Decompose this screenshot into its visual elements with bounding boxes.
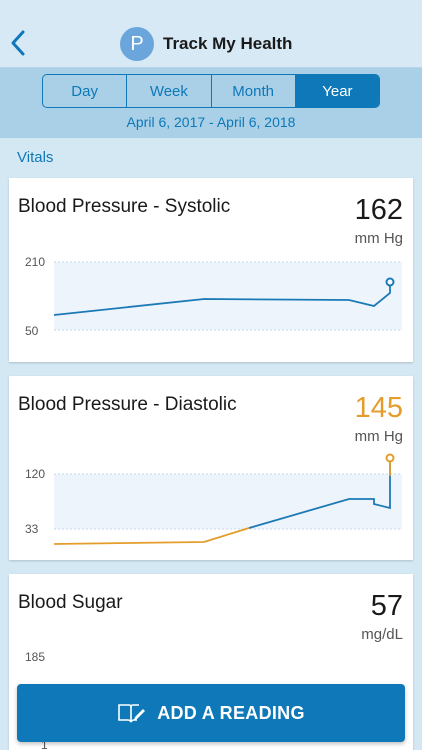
card-unit: mm Hg (354, 230, 403, 247)
range-band (54, 474, 402, 529)
diastolic-chart (53, 453, 402, 545)
card-title: Blood Sugar (18, 592, 123, 613)
tab-month[interactable]: Month (212, 75, 296, 107)
chevron-left-icon (11, 30, 25, 56)
y-max-label: 185 (25, 650, 46, 664)
y-max-label: 120 (25, 467, 46, 481)
tab-year[interactable]: Year (295, 75, 379, 107)
y-min-label: 1 (41, 738, 48, 750)
card-value: 162 (354, 194, 403, 226)
trend-line (53, 282, 391, 316)
range-band (54, 262, 402, 330)
card-value: 57 (370, 590, 403, 622)
latest-point (385, 453, 395, 463)
y-min-label: 33 (25, 522, 39, 536)
period-segmented-control: Day Week Month Year (42, 74, 380, 108)
nav-bar: P Track My Health (0, 0, 422, 68)
section-title: Vitals (17, 149, 54, 166)
card-title: Blood Pressure - Systolic (18, 196, 231, 217)
card-title: Blood Pressure - Diastolic (18, 394, 237, 415)
add-reading-label: ADD A READING (157, 702, 305, 723)
card-unit: mg/dL (361, 626, 403, 643)
trend-line-low (53, 527, 250, 545)
add-reading-button[interactable]: ADD A READING (17, 684, 405, 742)
page-title: Track My Health (163, 34, 293, 53)
card-value: 145 (354, 392, 403, 424)
systolic-chart (53, 261, 402, 331)
tab-week[interactable]: Week (127, 75, 212, 107)
y-max-label: 210 (25, 255, 46, 269)
tab-day[interactable]: Day (43, 75, 128, 107)
date-range: April 6, 2017 - April 6, 2018 (126, 114, 296, 130)
y-min-label: 50 (25, 324, 39, 338)
latest-point (385, 277, 395, 287)
avatar[interactable]: P (120, 27, 154, 61)
card-diastolic[interactable]: Blood Pressure - Diastolic 145 mm Hg 120… (9, 376, 413, 560)
trend-line (248, 458, 391, 529)
back-button[interactable] (6, 26, 32, 60)
card-unit: mm Hg (354, 428, 403, 445)
edit-journal-icon (118, 704, 146, 723)
period-selector-area: Day Week Month Year April 6, 2017 - Apri… (0, 68, 422, 138)
card-systolic[interactable]: Blood Pressure - Systolic 162 mm Hg 210 … (9, 178, 413, 362)
